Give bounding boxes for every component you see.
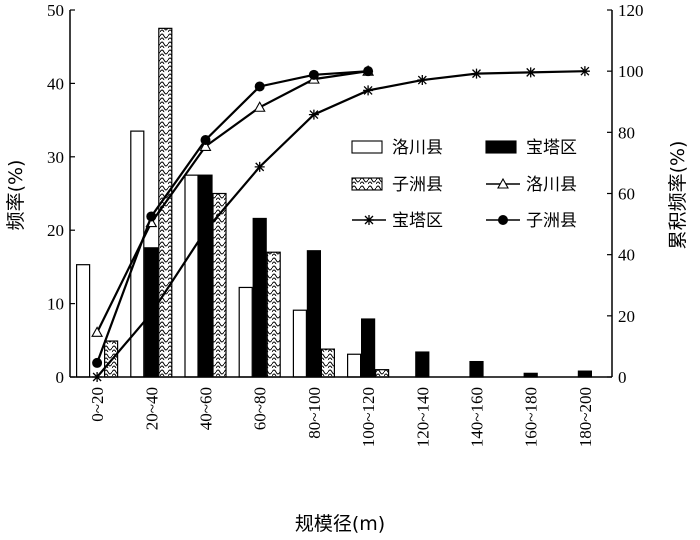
x-tick-label: 60~80 [251, 387, 270, 430]
y-tick-label-left: 40 [47, 74, 64, 93]
bar-baota-4 [306, 250, 321, 378]
legend-marker [498, 215, 508, 225]
y-tick-label-left: 30 [47, 148, 64, 167]
point-baota-5 [363, 85, 374, 96]
x-axis-title: 规模径(m) [295, 513, 385, 535]
legend-label: 宝塔区 [526, 138, 577, 158]
bar-luochuan-4 [292, 309, 307, 378]
y-tick-label-right: 20 [618, 307, 635, 326]
point-zizhou-1 [146, 211, 157, 222]
bar-luochuan-0 [75, 264, 91, 378]
axes: 0 10 20 30 40 50 0 20 40 60 80 100 120 0~20 20~40 40~60… [47, 1, 644, 447]
point-zizhou-4 [308, 69, 319, 80]
legend-label: 子洲县 [392, 175, 443, 195]
y-axis-title-right: 累积频率(%) [667, 141, 689, 250]
point-baota-3 [254, 161, 265, 172]
bar-baota-9 [577, 370, 593, 378]
x-tick-label: 80~100 [305, 387, 324, 439]
point-luochuan-0 [91, 326, 104, 337]
point-baota-8 [525, 67, 536, 78]
x-tick-label: 180~200 [576, 387, 595, 447]
legend-marker [497, 177, 509, 189]
legend-label: 子洲县 [526, 211, 577, 231]
point-zizhou-0 [92, 357, 103, 368]
y-tick-label-left: 10 [47, 295, 64, 314]
legend-swatch [351, 140, 383, 154]
y-tick-label-left: 0 [56, 368, 65, 387]
legend-entry-0: 洛川县 [351, 138, 443, 158]
y-tick-label-right: 0 [618, 368, 627, 387]
legend-entry-2: 子洲县 [351, 175, 443, 195]
y-tick-label-right: 120 [618, 1, 644, 20]
y-tick-label-right: 80 [618, 123, 635, 142]
x-tick-label: 40~60 [197, 387, 216, 430]
legend-entry-5: 子洲县 [486, 211, 577, 231]
x-tick-label: 140~160 [468, 387, 487, 447]
line-zizhou [96, 70, 369, 364]
x-tick-label: 120~140 [413, 387, 432, 447]
y-tick-label-left: 50 [47, 1, 64, 20]
point-luochuan-2 [199, 140, 212, 151]
y-axis-title-left: 频率(%) [5, 160, 27, 231]
y-tick-label-right: 40 [618, 246, 635, 265]
point-zizhou-2 [200, 134, 211, 145]
point-zizhou-3 [254, 81, 265, 92]
x-tick-label: 0~20 [88, 387, 107, 422]
legend-entry-4: 宝塔区 [352, 211, 443, 231]
legend-marker [364, 215, 374, 225]
legend-entry-1: 宝塔区 [485, 138, 577, 158]
plot-area [75, 27, 593, 382]
bar-luochuan-5 [347, 353, 362, 378]
x-tick-label: 160~180 [522, 387, 541, 447]
legend-label: 宝塔区 [392, 211, 443, 231]
point-baota-2 [200, 225, 211, 236]
point-baota-9 [579, 66, 590, 77]
bar-baota-5 [361, 318, 376, 378]
bar-luochuan-3 [238, 286, 253, 378]
point-zizhou-5 [363, 66, 374, 77]
y-tick-label-right: 100 [618, 62, 644, 81]
x-tick-label: 20~40 [142, 387, 161, 430]
point-luochuan-3 [253, 101, 266, 112]
line-baota [96, 70, 585, 378]
x-tick-label: 100~120 [359, 387, 378, 447]
legend-swatch [351, 177, 383, 191]
bar-baota-2 [198, 174, 213, 378]
legend-label: 洛川县 [526, 175, 577, 195]
legend-entry-3: 洛川县 [486, 175, 577, 195]
legend-swatch [485, 140, 517, 154]
legend-label: 洛川县 [392, 138, 443, 158]
bar-baota-6 [415, 351, 430, 378]
point-baota-4 [308, 109, 319, 120]
bar-baota-3 [252, 217, 267, 378]
bar-luochuan-2 [184, 174, 199, 378]
bar-baota-7 [469, 360, 484, 378]
point-baota-1 [146, 308, 157, 319]
point-baota-6 [417, 75, 428, 86]
point-baota-7 [471, 68, 482, 79]
y-tick-label-right: 60 [618, 185, 635, 204]
bar-zizhou-4 [320, 348, 335, 378]
y-tick-label-left: 20 [47, 221, 64, 240]
bar-zizhou-5 [375, 369, 390, 378]
bar-zizhou-3 [266, 251, 281, 378]
